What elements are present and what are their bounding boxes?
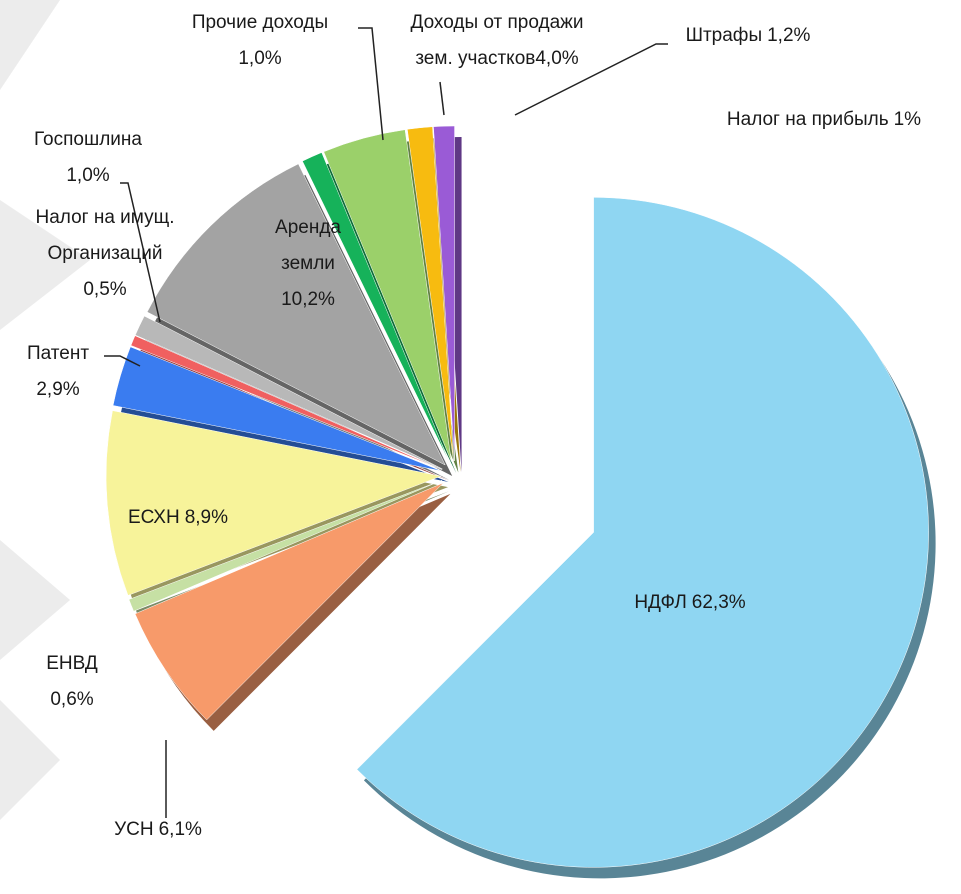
category-label: Прочие доходы [191, 12, 329, 33]
data-label: ЕНВД 0,6% [27, 646, 117, 718]
category-label: Налог на имущ. Организаций [35, 207, 175, 264]
data-label: ЕСХН 8,9% [98, 500, 258, 536]
leader-line [514, 43, 668, 116]
value-label: 1,0% [238, 48, 282, 69]
value-label: 62,3% [691, 592, 746, 613]
value-label: 4,0% [535, 48, 579, 69]
slices [105, 125, 936, 879]
value-label: 1,0% [66, 165, 110, 186]
leader-line [104, 355, 141, 367]
category-label: Налог на прибыль [726, 109, 889, 130]
category-label: НДФЛ [634, 592, 687, 613]
category-label: Доходы от продажи зем. участков [410, 12, 584, 69]
category-label: Аренда земли [275, 217, 341, 274]
leader-line [439, 81, 445, 116]
value-label: 8,9% [184, 507, 229, 528]
slice [105, 410, 442, 596]
leader-line [120, 182, 161, 323]
data-label: Налог на имущ. Организаций 0,5% [10, 200, 200, 308]
slice [130, 335, 443, 470]
data-label: Аренда земли 10,2% [258, 210, 358, 318]
value-label: 0,5% [83, 279, 127, 300]
value-label: 6,1% [158, 819, 202, 840]
category-label: Штрафы [685, 25, 763, 46]
slice [356, 197, 929, 868]
leader-lines [104, 27, 668, 818]
category-label: Госпошлина [34, 129, 142, 150]
value-label: 2,9% [36, 379, 80, 400]
data-label: Доходы от продажи зем. участков4,0% [402, 5, 592, 77]
category-label: УСН [114, 819, 154, 840]
value-label: 1% [893, 109, 922, 130]
data-label: УСН 6,1% [88, 812, 228, 848]
data-label: Патент 2,9% [8, 336, 108, 408]
leader-line [358, 27, 384, 141]
slice [323, 129, 452, 462]
category-label: ЕСХН [127, 507, 180, 528]
data-label: НДФЛ 62,3% [590, 585, 790, 621]
slice [112, 346, 442, 472]
value-label: 1,2% [767, 25, 811, 46]
slice [146, 163, 446, 466]
slice [134, 315, 443, 470]
bg-shape [0, 200, 90, 330]
data-label: Налог на прибыль 1% [689, 102, 959, 138]
category-label: ЕНВД [46, 653, 98, 674]
category-label: Патент [26, 343, 90, 364]
slice [134, 482, 444, 721]
bg-shape [0, 540, 70, 660]
bg-shape [0, 0, 60, 90]
background-pattern [0, 0, 90, 820]
slice [407, 126, 454, 462]
slice [302, 152, 450, 463]
value-label: 0,6% [50, 689, 94, 710]
data-label: Госпошлина 1,0% [3, 122, 173, 194]
slice [433, 125, 455, 462]
data-label: Штрафы 1,2% [663, 18, 833, 54]
value-label: 10,2% [281, 289, 335, 310]
slice [128, 479, 443, 612]
data-label: Прочие доходы 1,0% [155, 5, 365, 77]
bg-shape [0, 700, 60, 820]
